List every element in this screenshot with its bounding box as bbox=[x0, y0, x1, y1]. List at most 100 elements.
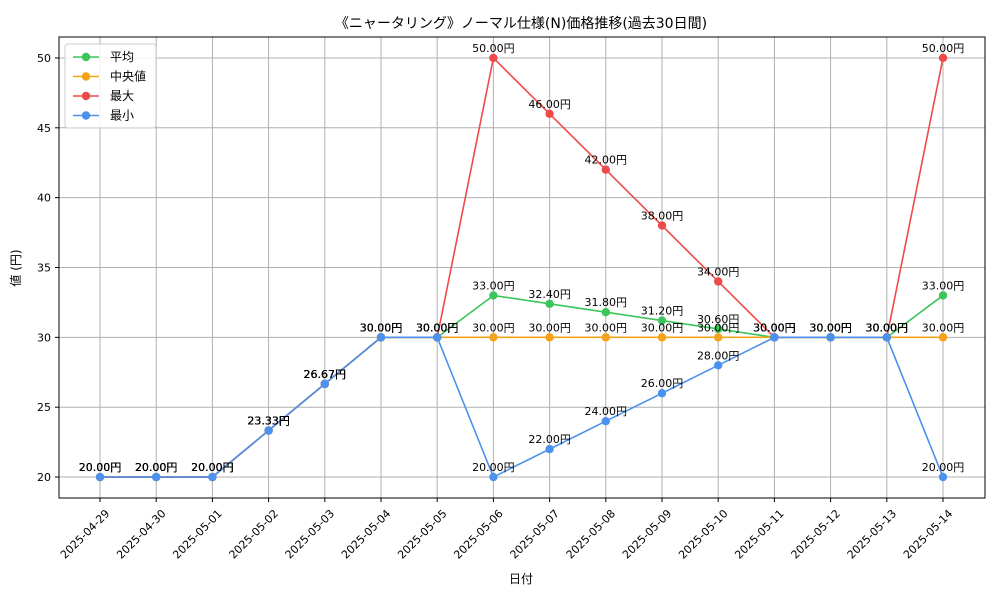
data-label: 30.00円 bbox=[360, 321, 403, 334]
data-point bbox=[152, 472, 161, 482]
data-point bbox=[264, 426, 273, 435]
legend-swatch-marker bbox=[81, 111, 91, 120]
x-tick-label: 2025-05-02 bbox=[227, 507, 281, 561]
data-point bbox=[489, 333, 498, 342]
data-label: 23.33円 bbox=[247, 415, 290, 428]
x-tick-label: 2025-05-09 bbox=[620, 507, 674, 561]
data-label: 30.00円 bbox=[753, 321, 796, 334]
data-point bbox=[657, 316, 667, 325]
y-tick-label: 25 bbox=[37, 401, 51, 414]
x-tick-label: 2025-05-13 bbox=[845, 507, 899, 561]
legend-label: 平均 bbox=[110, 50, 134, 64]
data-label: 30.00円 bbox=[866, 321, 909, 334]
legend-label: 最大 bbox=[110, 89, 134, 103]
data-label: 20.00円 bbox=[135, 461, 178, 474]
data-label: 31.80円 bbox=[585, 296, 628, 309]
data-label: 20.00円 bbox=[79, 461, 122, 474]
data-label: 30.00円 bbox=[809, 321, 852, 334]
data-point bbox=[714, 277, 723, 286]
legend-swatch-marker bbox=[81, 52, 91, 62]
data-label: 30.00円 bbox=[528, 321, 571, 334]
x-tick-label: 2025-05-05 bbox=[395, 507, 449, 561]
data-point bbox=[938, 472, 948, 482]
data-label: 20.00円 bbox=[922, 461, 965, 474]
data-point bbox=[545, 444, 554, 454]
data-label: 20.00円 bbox=[79, 461, 122, 474]
data-label: 24.00円 bbox=[585, 405, 628, 418]
data-label: 20.00円 bbox=[79, 461, 122, 474]
data-label: 50.00円 bbox=[922, 42, 965, 55]
data-point bbox=[601, 416, 610, 426]
data-point bbox=[489, 472, 498, 482]
x-axis-ticks: 2025-04-29 2025-04-30 2025-05-01 2025-05-02… bbox=[58, 498, 955, 562]
data-label: 20.00円 bbox=[135, 461, 178, 474]
data-point bbox=[320, 379, 329, 389]
series-group bbox=[95, 53, 948, 482]
data-label: 31.20円 bbox=[641, 305, 684, 318]
data-label: 28.00円 bbox=[697, 349, 740, 362]
y-tick-label: 30 bbox=[37, 331, 51, 344]
data-label: 30.00円 bbox=[416, 321, 459, 334]
series-line bbox=[100, 336, 944, 479]
data-label: 30.00円 bbox=[809, 321, 852, 334]
data-label: 30.00円 bbox=[809, 321, 852, 334]
y-tick-label: 45 bbox=[37, 122, 51, 135]
x-axis-label: 日付 bbox=[509, 572, 533, 586]
data-label: 30.00円 bbox=[360, 321, 403, 334]
data-label: 30.00円 bbox=[641, 321, 684, 334]
x-tick-label: 2025-05-14 bbox=[901, 507, 955, 561]
data-point bbox=[376, 333, 386, 342]
x-tick-label: 2025-05-01 bbox=[170, 507, 224, 561]
data-label: 30.00円 bbox=[809, 321, 852, 334]
data-label: 30.00円 bbox=[866, 321, 909, 334]
data-label: 30.00円 bbox=[360, 321, 403, 334]
legend-label: 中央値 bbox=[110, 69, 146, 84]
x-tick-label: 2025-04-29 bbox=[58, 507, 112, 561]
x-tick-label: 2025-05-06 bbox=[451, 507, 505, 561]
legend-swatch-marker bbox=[81, 72, 91, 81]
data-label: 20.00円 bbox=[191, 461, 234, 474]
data-label: 20.00円 bbox=[191, 461, 234, 474]
data-point bbox=[882, 333, 891, 342]
data-label: 30.00円 bbox=[866, 321, 909, 334]
data-point bbox=[770, 333, 779, 342]
x-tick-label: 2025-05-11 bbox=[732, 507, 786, 561]
data-label: 34.00円 bbox=[697, 265, 740, 278]
data-label: 26.67円 bbox=[304, 368, 347, 381]
legend-label: 最小 bbox=[110, 109, 134, 123]
data-label: 50.00円 bbox=[472, 42, 515, 55]
data-label: 20.00円 bbox=[191, 461, 234, 474]
data-label: 30.00円 bbox=[416, 321, 459, 334]
x-tick-label: 2025-04-30 bbox=[114, 507, 168, 561]
data-label: 30.00円 bbox=[922, 321, 965, 334]
data-point bbox=[938, 53, 948, 63]
y-tick-label: 40 bbox=[37, 192, 51, 205]
x-tick-label: 2025-05-08 bbox=[564, 507, 618, 561]
data-label: 30.00円 bbox=[360, 321, 403, 334]
data-label: 38.00円 bbox=[641, 210, 684, 223]
data-label: 22.00円 bbox=[528, 433, 571, 446]
data-label: 26.67円 bbox=[304, 368, 347, 381]
legend-box bbox=[64, 43, 157, 129]
y-tick-label: 50 bbox=[37, 52, 51, 65]
data-point bbox=[938, 333, 948, 342]
data-label: 23.33円 bbox=[247, 415, 290, 428]
data-point bbox=[545, 109, 554, 119]
data-label: 26.67円 bbox=[304, 368, 347, 381]
data-label: 30.00円 bbox=[416, 321, 459, 334]
data-label: 20.00円 bbox=[135, 461, 178, 474]
data-label: 30.00円 bbox=[416, 321, 459, 334]
data-label: 26.00円 bbox=[641, 377, 684, 390]
x-tick-label: 2025-05-07 bbox=[508, 507, 562, 561]
data-label: 30.00円 bbox=[866, 321, 909, 334]
data-label: 26.67円 bbox=[304, 368, 347, 381]
y-tick-label: 35 bbox=[37, 262, 51, 275]
data-labels: 20.00円 20.00円 20.00円 23.33円 26.67円 30.00円 30.0… bbox=[79, 42, 965, 474]
data-point bbox=[714, 333, 723, 342]
data-point bbox=[601, 165, 610, 174]
data-point bbox=[657, 333, 667, 342]
data-label: 46.00円 bbox=[528, 98, 571, 111]
data-point bbox=[545, 333, 554, 342]
data-label: 30.00円 bbox=[697, 321, 740, 334]
